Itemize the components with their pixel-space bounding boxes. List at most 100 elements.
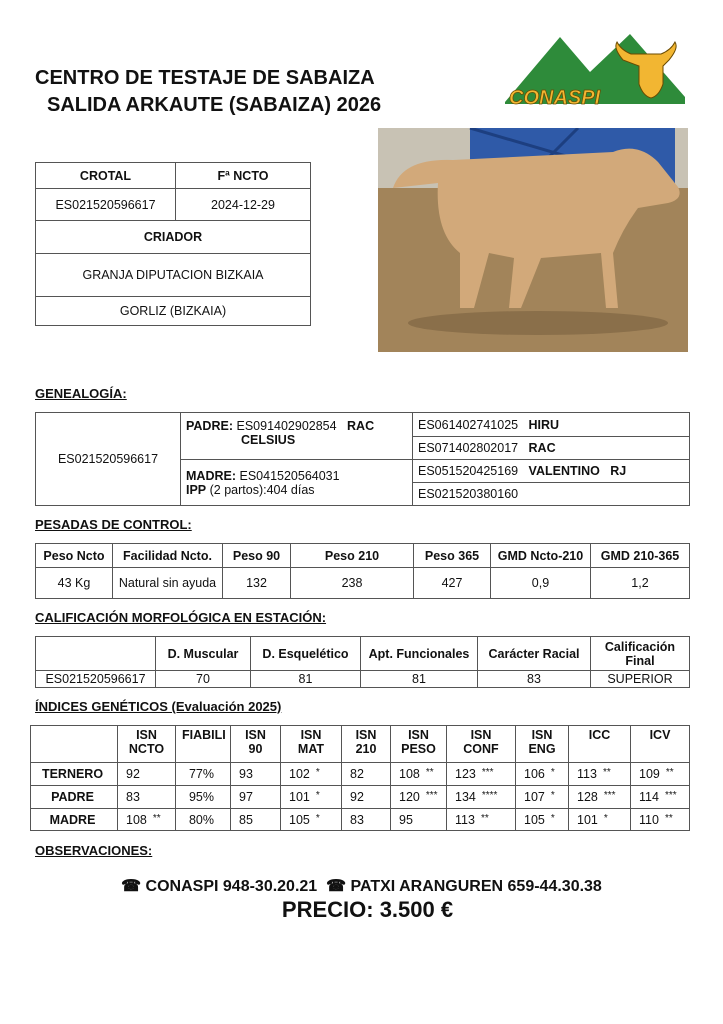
index-cell: 105 * bbox=[280, 808, 342, 831]
pesadas-header: Facilidad Ncto. bbox=[112, 543, 223, 568]
indices-header: FIABILI bbox=[175, 725, 231, 763]
pesadas-header: Peso 90 bbox=[222, 543, 291, 568]
index-stars: *** bbox=[481, 767, 494, 778]
phone-icon: ☎ bbox=[121, 878, 142, 895]
abuelo-row: ES071402802017 RAC bbox=[412, 436, 690, 460]
contact-line: ☎ CONASPI 948-30.20.21 ☎ PATXI ARANGUREN… bbox=[0, 876, 723, 896]
index-value: 101 bbox=[289, 790, 310, 804]
index-value: 108 bbox=[399, 767, 420, 781]
genealogy-table: ES021520596617 PADRE: ES091402902854 RAC… bbox=[35, 412, 690, 506]
index-stars: ** bbox=[480, 812, 489, 824]
indices-header: ISN 210 bbox=[341, 725, 391, 763]
index-stars: * bbox=[550, 812, 555, 824]
bull-photo bbox=[378, 128, 688, 352]
index-value: 128 bbox=[577, 790, 598, 804]
index-stars: **** bbox=[481, 790, 498, 801]
index-value: 82 bbox=[350, 767, 364, 781]
padre-name-2: CELSIUS bbox=[241, 433, 296, 447]
title-line-1: CENTRO DE TESTAJE DE SABAIZA bbox=[35, 67, 375, 89]
indices-row: MADRE 108 ** 80% 85 105 * 83 95 113 ** 105 * 101 * 110 *… bbox=[30, 808, 690, 831]
pesadas-label: PESADAS DE CONTROL: bbox=[35, 517, 192, 532]
index-cell: 113 ** bbox=[446, 808, 516, 831]
index-cell: 108 ** bbox=[390, 762, 447, 786]
conaspi-logo: CONASPI bbox=[505, 32, 693, 112]
localidad-value: GORLIZ (BIZKAIA) bbox=[35, 296, 311, 326]
padre-cell: PADRE: ES091402902854 RAC CELSIUS bbox=[180, 412, 413, 460]
padre-label: PADRE: bbox=[186, 419, 233, 433]
calificacion-header: D. Muscular bbox=[155, 636, 251, 671]
index-cell: 95% bbox=[175, 785, 231, 809]
index-cell: 120 *** bbox=[390, 785, 447, 809]
pesadas-value: 427 bbox=[413, 567, 491, 599]
index-value: 107 bbox=[524, 790, 545, 804]
index-cell: 83 bbox=[117, 785, 176, 809]
criador-header: CRIADOR bbox=[35, 220, 311, 254]
indices-header: ISN CONF bbox=[446, 725, 516, 763]
pesadas-header: GMD 210-365 bbox=[590, 543, 690, 568]
index-stars: ** bbox=[152, 812, 161, 824]
index-value: 83 bbox=[350, 812, 364, 827]
calificacion-value: 70 bbox=[155, 670, 251, 688]
index-cell: 80% bbox=[175, 808, 231, 831]
index-value: 114 bbox=[639, 790, 659, 804]
pesadas-header: GMD Ncto-210 bbox=[490, 543, 591, 568]
index-cell: 101 * bbox=[568, 808, 631, 831]
indices-header bbox=[30, 725, 118, 763]
index-value: 109 bbox=[639, 767, 660, 781]
indices-row: TERNERO 92 77% 93 102 * 82 108 ** 123 *** 106 * 113 **… bbox=[30, 762, 690, 786]
calificacion-value: 81 bbox=[250, 670, 361, 688]
indices-header: ICV bbox=[630, 725, 690, 763]
index-stars: * bbox=[315, 812, 320, 824]
animal-id-table: CROTAL Fª NCTO ES021520596617 2024-12-29 C… bbox=[35, 162, 311, 326]
calificacion-header bbox=[35, 636, 156, 671]
crotal-value: ES021520596617 bbox=[35, 188, 176, 221]
row-name: TERNERO bbox=[30, 762, 118, 786]
calificacion-value: SUPERIOR bbox=[590, 670, 690, 688]
index-cell: 128 *** bbox=[568, 785, 631, 809]
calificacion-value: 81 bbox=[360, 670, 478, 688]
index-stars: * bbox=[603, 812, 608, 824]
index-value: 85 bbox=[239, 812, 253, 827]
index-stars: * bbox=[550, 767, 555, 778]
indices-header: ISN MAT bbox=[280, 725, 342, 763]
calificacion-header: D. Esquelético bbox=[250, 636, 361, 671]
index-value: 123 bbox=[455, 767, 476, 781]
calificacion-header: Apt. Funcionales bbox=[360, 636, 478, 671]
index-cell: 134 **** bbox=[446, 785, 516, 809]
index-cell: 93 bbox=[230, 762, 281, 786]
title-line-2: SALIDA ARKAUTE (SABAIZA) 2026 bbox=[47, 94, 382, 116]
index-stars: ** bbox=[602, 767, 611, 778]
pesadas-value: 238 bbox=[290, 567, 414, 599]
index-value: 101 bbox=[577, 812, 598, 827]
abuelo-row: ES051520425169 VALENTINO RJ bbox=[412, 459, 690, 483]
fncto-value: 2024-12-29 bbox=[175, 188, 311, 221]
index-cell: 83 bbox=[341, 808, 391, 831]
indices-header: ISN PESO bbox=[390, 725, 447, 763]
index-value: 113 bbox=[455, 812, 475, 827]
index-value: 108 bbox=[126, 812, 147, 827]
index-value: 92 bbox=[126, 767, 140, 781]
index-cell: 102 * bbox=[280, 762, 342, 786]
pesadas-value: Natural sin ayuda bbox=[112, 567, 223, 599]
fncto-header: Fª NCTO bbox=[175, 162, 311, 189]
index-stars: * bbox=[315, 767, 320, 778]
index-value: 77% bbox=[188, 767, 215, 781]
contact-conaspi: CONASPI 948-30.20.21 bbox=[145, 878, 318, 895]
pesadas-value: 0,9 bbox=[490, 567, 591, 599]
index-cell: 101 * bbox=[280, 785, 342, 809]
index-stars: ** bbox=[665, 767, 674, 778]
indices-header: ISN ENG bbox=[515, 725, 569, 763]
index-value: 83 bbox=[126, 790, 140, 804]
index-stars: ** bbox=[664, 812, 673, 824]
abuelo-row: ES061402741025 HIRU bbox=[412, 412, 690, 437]
padre-id: ES091402902854 bbox=[236, 419, 337, 433]
index-value: 106 bbox=[524, 767, 545, 781]
observaciones-label: OBSERVACIONES: bbox=[35, 843, 153, 858]
index-cell: 77% bbox=[175, 762, 231, 786]
index-cell: 92 bbox=[117, 762, 176, 786]
index-value: 95 bbox=[399, 812, 413, 827]
index-stars: *** bbox=[603, 790, 616, 801]
row-name: MADRE bbox=[30, 808, 118, 831]
index-value: 134 bbox=[455, 790, 476, 804]
row-name: PADRE bbox=[30, 785, 118, 809]
